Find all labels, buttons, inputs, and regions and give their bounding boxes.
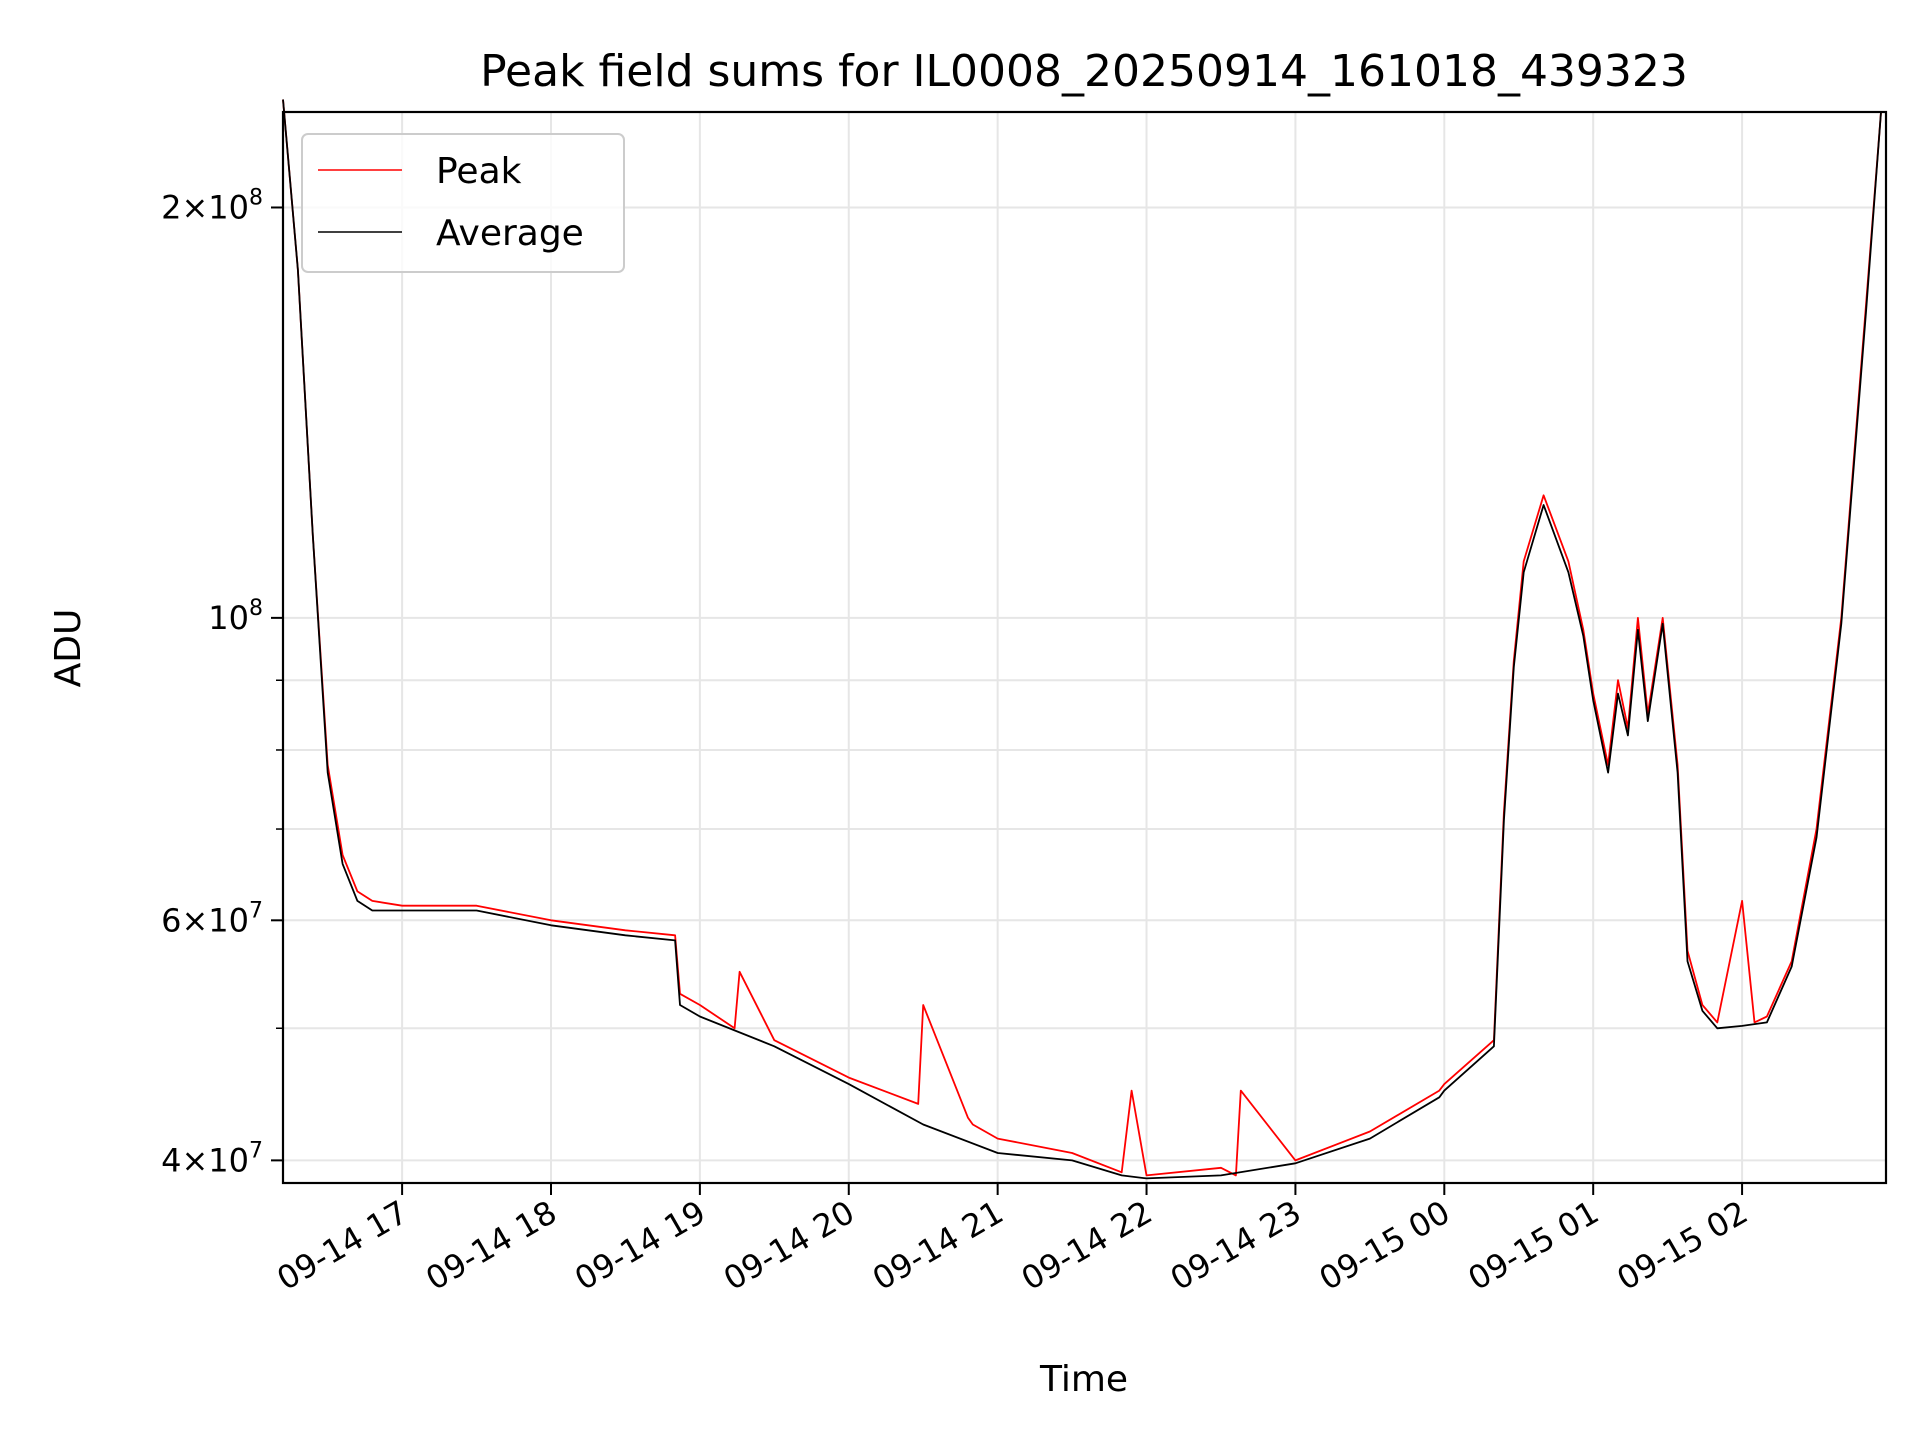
- y-axis: 4×107 6×107 108 2×108: [161, 185, 283, 1179]
- x-axis-title: Time: [1039, 1359, 1128, 1400]
- y-axis-title: ADU: [48, 609, 89, 688]
- chart-title: Peak field sums for IL0008_20250914_1610…: [480, 46, 1688, 97]
- series-line-peak: [282, 99, 1882, 1177]
- y-tick-label: 108: [208, 596, 263, 637]
- series-layer: [282, 99, 1882, 1180]
- legend-box: [301, 133, 625, 273]
- legend-average-label: Average: [436, 213, 584, 254]
- y-tick-label: 4×107: [161, 1138, 263, 1179]
- legend: Peak Average: [301, 133, 625, 273]
- plot-frame: [281, 110, 1888, 1185]
- y-tick-label: 2×108: [161, 185, 263, 226]
- y-tick-label: 6×107: [161, 898, 263, 939]
- legend-peak-label: Peak: [436, 151, 522, 192]
- series-line-average: [282, 99, 1882, 1180]
